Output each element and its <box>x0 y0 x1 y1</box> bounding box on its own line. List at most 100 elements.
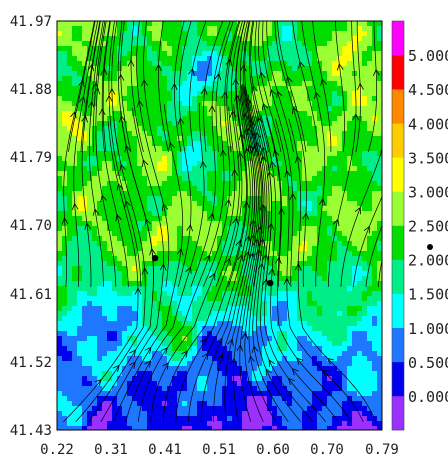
heatmap-cell <box>202 66 208 72</box>
heatmap-cell <box>267 36 273 42</box>
heatmap-cell <box>242 191 248 197</box>
heatmap-cell <box>177 151 183 157</box>
heatmap-cell <box>82 261 88 267</box>
heatmap-cell <box>127 31 133 37</box>
heatmap-cell <box>337 206 343 212</box>
heatmap-cell <box>67 321 73 327</box>
heatmap-cell <box>297 31 303 37</box>
heatmap-cell <box>367 391 373 397</box>
heatmap-cell <box>317 56 323 62</box>
heatmap-cell <box>192 371 198 377</box>
heatmap-cell <box>82 136 88 142</box>
heatmap-cell <box>77 396 83 402</box>
heatmap-cell <box>147 86 153 92</box>
heatmap-cell <box>92 336 98 342</box>
heatmap-cell <box>277 281 283 287</box>
heatmap-cell <box>87 91 93 97</box>
heatmap-cell <box>72 101 78 107</box>
heatmap-cell <box>132 396 138 402</box>
heatmap-cell <box>262 176 268 182</box>
heatmap-cell <box>122 81 128 87</box>
heatmap-cell <box>77 161 83 167</box>
heatmap-cell <box>162 31 168 37</box>
heatmap-cell <box>187 126 193 132</box>
heatmap-cell <box>347 331 353 337</box>
heatmap-cell <box>312 151 318 157</box>
heatmap-cell <box>317 156 323 162</box>
heatmap-cell <box>182 96 188 102</box>
heatmap-cell <box>362 196 368 202</box>
heatmap-cell <box>217 301 223 307</box>
heatmap-cell <box>77 196 83 202</box>
heatmap-cell <box>102 171 108 177</box>
heatmap-cell <box>342 351 348 357</box>
heatmap-cell <box>362 336 368 342</box>
heatmap-cell <box>367 366 373 372</box>
heatmap-cell <box>237 31 243 37</box>
heatmap-cell <box>62 316 68 322</box>
heatmap-cell <box>167 106 173 112</box>
heatmap-cell <box>142 191 148 197</box>
heatmap-cell <box>297 141 303 147</box>
heatmap-cell <box>347 146 353 152</box>
heatmap-cell <box>97 331 103 337</box>
heatmap-cell <box>257 46 263 52</box>
heatmap-cell <box>237 206 243 212</box>
heatmap-cell <box>137 376 143 382</box>
heatmap-cell <box>72 161 78 167</box>
heatmap-cell <box>342 76 348 82</box>
heatmap-cell <box>362 156 368 162</box>
heatmap-cell <box>187 86 193 92</box>
heatmap-cell <box>112 256 118 262</box>
heatmap-cell <box>137 341 143 347</box>
heatmap-cell <box>282 251 288 257</box>
heatmap-cell <box>112 146 118 152</box>
heatmap-cell <box>217 121 223 127</box>
heatmap-cell <box>327 101 333 107</box>
heatmap-cell <box>317 176 323 182</box>
heatmap-cell <box>102 41 108 47</box>
heatmap-cell <box>77 276 83 282</box>
heatmap-cell <box>57 131 63 137</box>
heatmap-cell <box>92 56 98 62</box>
heatmap-cell <box>222 146 228 152</box>
heatmap-cell <box>207 216 213 222</box>
heatmap-cell <box>282 386 288 392</box>
heatmap-cell <box>322 271 328 277</box>
heatmap-cell <box>327 336 333 342</box>
heatmap-cell <box>77 386 83 392</box>
heatmap-cell <box>272 241 278 247</box>
heatmap-cell <box>157 196 163 202</box>
heatmap-cell <box>212 126 218 132</box>
heatmap-cell <box>207 91 213 97</box>
heatmap-cell <box>107 401 113 407</box>
heatmap-cell <box>317 221 323 227</box>
heatmap-cell <box>242 141 248 147</box>
heatmap-cell <box>192 401 198 407</box>
heatmap-cell <box>302 271 308 277</box>
heatmap-cell <box>187 306 193 312</box>
heatmap-cell <box>157 281 163 287</box>
heatmap-cell <box>362 251 368 257</box>
heatmap-cell <box>62 71 68 77</box>
heatmap-cell <box>232 216 238 222</box>
heatmap-cell <box>347 136 353 142</box>
heatmap-cell <box>312 241 318 247</box>
heatmap-cell <box>67 361 73 367</box>
heatmap-cell <box>112 401 118 407</box>
heatmap-cell <box>67 371 73 377</box>
heatmap-cell <box>122 241 128 247</box>
heatmap-cell <box>107 356 113 362</box>
heatmap-cell <box>187 221 193 227</box>
heatmap-cell <box>82 391 88 397</box>
heatmap-cell <box>237 316 243 322</box>
heatmap-cell <box>282 281 288 287</box>
heatmap-cell <box>252 246 258 252</box>
heatmap-cell <box>97 366 103 372</box>
heatmap-cell <box>212 231 218 237</box>
heatmap-cell <box>272 196 278 202</box>
heatmap-cell <box>132 266 138 272</box>
heatmap-cell <box>67 301 73 307</box>
heatmap-cell <box>357 321 363 327</box>
